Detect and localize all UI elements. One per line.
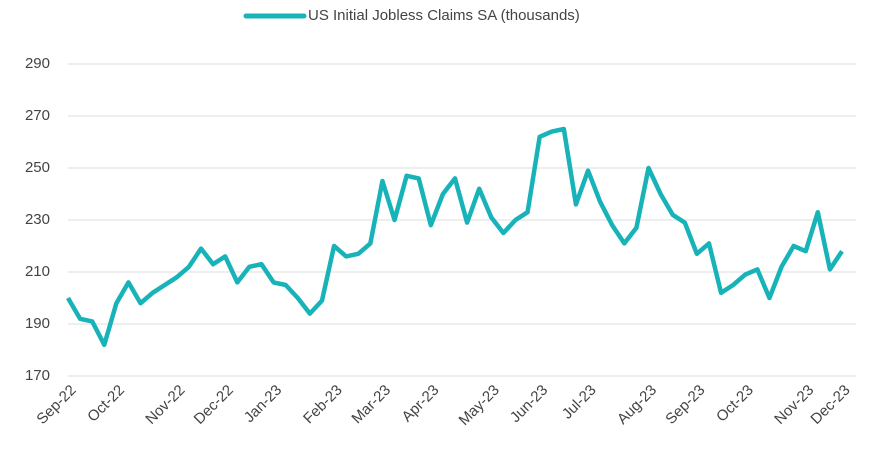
x-tick-label: Feb-23 (300, 382, 346, 428)
data-line (66, 126, 844, 348)
x-tick-label: Dec-23 (807, 382, 853, 428)
x-tick-label: Jun-23 (507, 382, 551, 426)
y-tick-label: 230 (25, 211, 50, 228)
y-tick-label: 250 (25, 159, 50, 176)
x-tick-label: Oct-23 (713, 382, 757, 426)
x-tick-label: Apr-23 (399, 382, 443, 426)
x-tick-label: Aug-23 (614, 382, 660, 428)
x-tick-label: Mar-23 (348, 382, 394, 428)
x-tick-label: Oct-22 (84, 382, 128, 426)
y-tick-label: 210 (25, 263, 50, 280)
y-tick-label: 170 (25, 367, 50, 384)
y-tick-label: 270 (25, 107, 50, 124)
x-tick-label: Jan-23 (241, 382, 285, 426)
x-tick-label: Sep-22 (33, 382, 79, 428)
x-tick-label: Nov-22 (142, 382, 188, 428)
legend-label: US Initial Jobless Claims SA (thousands) (308, 7, 580, 24)
x-tick-label: Jul-23 (559, 382, 600, 423)
x-tick-label: Nov-23 (771, 382, 817, 428)
x-tick-label: Dec-22 (191, 382, 237, 428)
y-tick-label: 290 (25, 55, 50, 72)
x-tick-label: May-23 (456, 382, 503, 429)
y-tick-label: 190 (25, 315, 50, 332)
x-tick-label: Sep-23 (662, 382, 708, 428)
